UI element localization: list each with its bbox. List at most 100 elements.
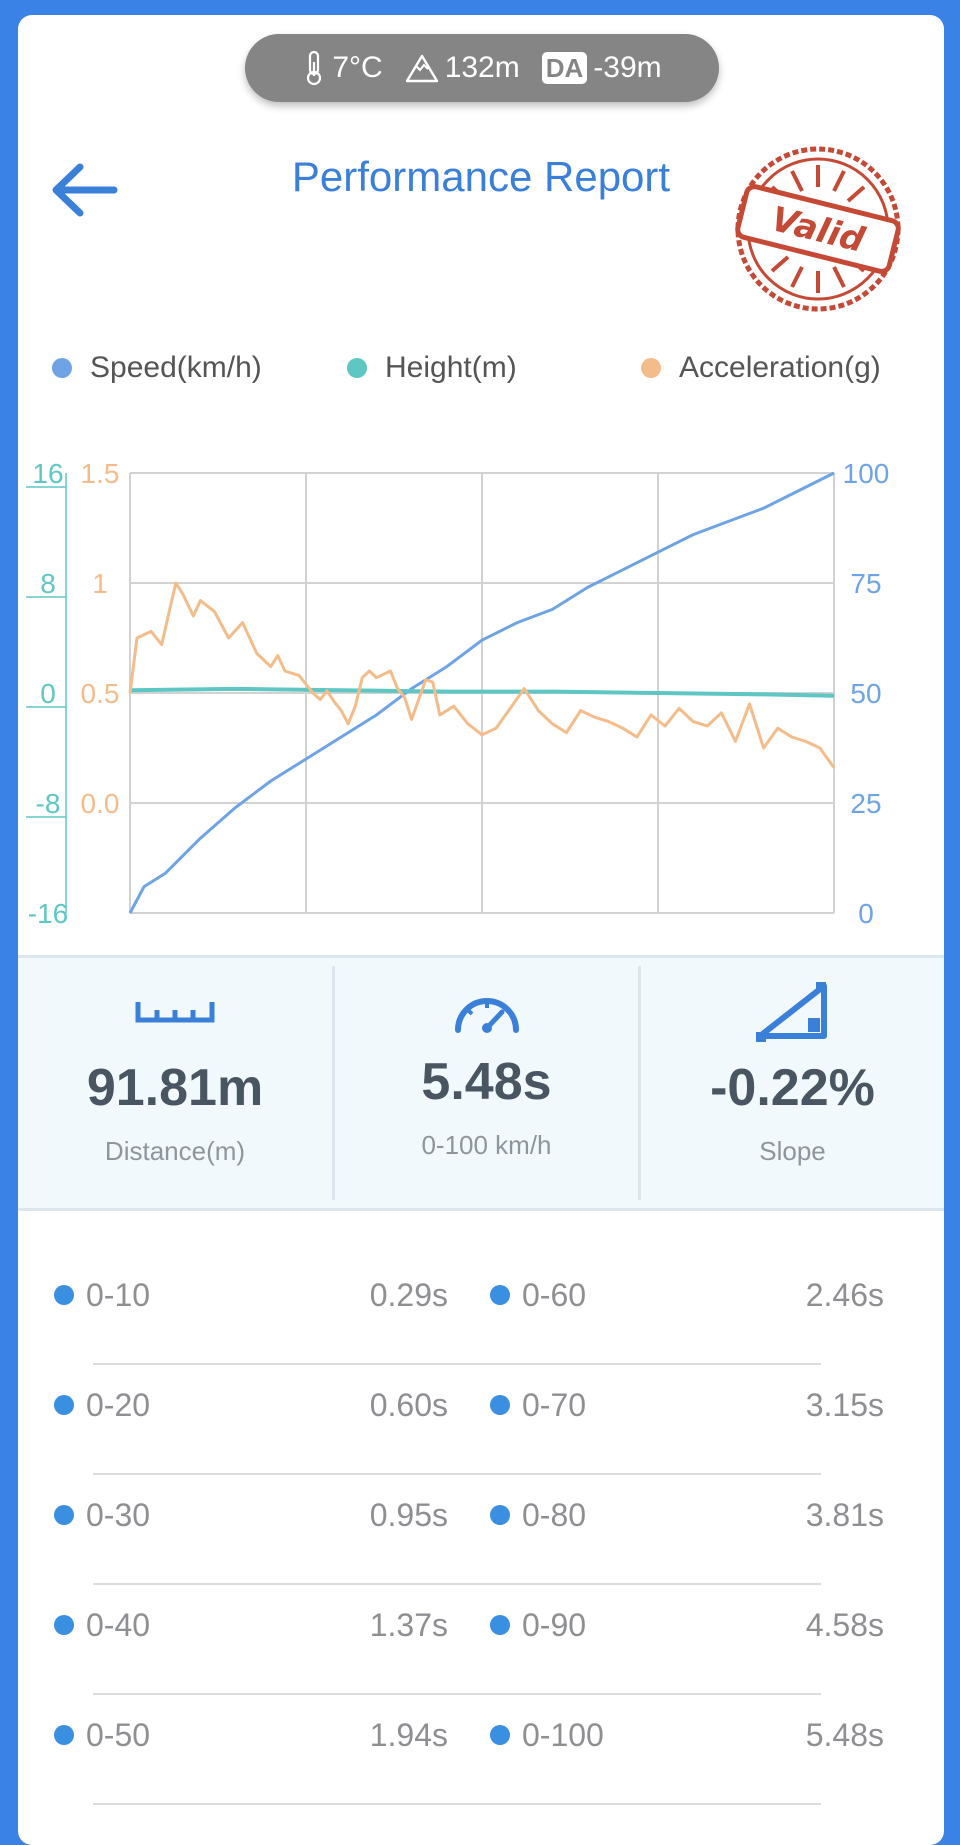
split-range-label: 0-30 [86, 1496, 151, 1533]
mountain-icon [405, 54, 438, 83]
stat-divider [332, 966, 335, 1200]
split-time: 0.95s [369, 1497, 448, 1533]
split-range: 0-20 [54, 1375, 150, 1435]
acceleration-tick-label: 0.5 [81, 678, 120, 709]
split-time: 3.15s [805, 1387, 884, 1423]
legend-acceleration[interactable]: Acceleration(g) [641, 351, 881, 385]
split-range-label: 0-90 [522, 1606, 587, 1643]
split-range: 0-60 [490, 1265, 586, 1325]
split-dot [54, 1725, 74, 1745]
acceleration-series-line [128, 581, 836, 769]
thermometer-icon [307, 50, 322, 86]
split-dot [490, 1395, 510, 1415]
split-dot [54, 1505, 74, 1525]
split-range: 0-100 [490, 1705, 604, 1765]
legend-height[interactable]: Height(m) [347, 351, 517, 385]
split-dot [54, 1395, 74, 1415]
split-time: 5.48s [805, 1717, 884, 1753]
acceleration-time-label: 0-100 km/h [421, 1130, 552, 1160]
report-card: 7°C 132m DA -39m Performance Report V [18, 15, 944, 1845]
acceleration-tick-label: 1 [92, 568, 108, 599]
table-row: 0-30 0.95s 0-80 3.81s [18, 1485, 944, 1595]
row-divider [93, 1693, 821, 1695]
speed-tick-label: 0 [858, 898, 874, 925]
row-divider [93, 1583, 821, 1585]
height-tick-label: -8 [36, 788, 61, 819]
split-time: 1.37s [369, 1607, 448, 1643]
legend-dot [347, 358, 367, 378]
slope-icon [755, 982, 827, 1042]
split-range: 0-10 [54, 1265, 150, 1325]
legend-dot [52, 358, 72, 378]
split-time: 0.60s [369, 1387, 448, 1423]
distance-value: 91.81m [86, 1059, 264, 1117]
altitude-readout: 132m [405, 51, 520, 85]
density-altitude-value: -39m [593, 51, 662, 84]
table-row: 0-10 0.29s 0-60 2.46s [18, 1265, 944, 1375]
stat-divider [638, 966, 641, 1200]
split-time: 3.81s [805, 1497, 884, 1533]
split-range-label: 0-70 [522, 1386, 587, 1423]
ruler-icon [135, 1002, 215, 1023]
slope-value: -0.22% [710, 1059, 875, 1117]
split-dot [490, 1725, 510, 1745]
split-dot [54, 1615, 74, 1635]
distance-label: Distance(m) [104, 1136, 246, 1166]
speed-tick-label: 25 [850, 788, 881, 819]
altitude-value: 132m [444, 51, 520, 84]
speedometer-icon [454, 998, 519, 1033]
height-tick-label: 0 [40, 678, 56, 709]
acceleration-tick-label: 0.0 [81, 788, 120, 819]
split-dot [490, 1285, 510, 1305]
height-tick-label: 16 [32, 458, 63, 489]
temperature-readout: 7°C [302, 50, 383, 86]
split-range-label: 0-50 [86, 1716, 151, 1753]
density-altitude-readout: DA -39m [541, 51, 662, 85]
legend-label: Acceleration(g) [679, 351, 881, 384]
split-range: 0-30 [54, 1485, 150, 1545]
row-divider [93, 1363, 821, 1365]
speed-tick-label: 50 [850, 678, 881, 709]
split-time: 1.94s [369, 1717, 448, 1753]
da-badge: DA [541, 52, 588, 84]
temperature-value: 7°C [332, 51, 383, 84]
acceleration-tick-label: 1.5 [81, 458, 120, 489]
speed-tick-label: 75 [850, 568, 881, 599]
page-title: Performance Report [291, 153, 671, 200]
distance-stat: 91.81m Distance(m) [18, 958, 332, 1208]
speed-series-line [128, 471, 835, 914]
legend-label: Speed(km/h) [90, 351, 262, 384]
table-row: 0-50 1.94s 0-100 5.48s [18, 1705, 944, 1815]
split-range: 0-40 [54, 1595, 150, 1655]
row-divider [93, 1473, 821, 1475]
performance-chart: 16 8 0 -8 -16 1.5 1 0.5 0.0 100 75 50 25 0 [26, 458, 890, 925]
table-row: 0-20 0.60s 0-70 3.15s [18, 1375, 944, 1485]
summary-stats: 91.81m Distance(m) 5.48s 0-100 km/h - [18, 955, 944, 1211]
legend-speed[interactable]: Speed(km/h) [52, 351, 262, 385]
split-range-label: 0-10 [86, 1276, 151, 1313]
split-dot [490, 1615, 510, 1635]
height-tick-label: -16 [28, 898, 68, 925]
split-range-label: 0-60 [522, 1276, 587, 1313]
legend-label: Height(m) [385, 351, 517, 384]
acceleration-time-value: 5.48s [421, 1053, 552, 1111]
split-dot [490, 1505, 510, 1525]
split-range-label: 0-100 [522, 1716, 604, 1753]
split-range: 0-50 [54, 1705, 150, 1765]
split-dot [54, 1285, 74, 1305]
chart-legend: Speed(km/h) Height(m) Acceleration(g) [18, 351, 944, 411]
split-time: 4.58s [805, 1607, 884, 1643]
split-range: 0-90 [490, 1595, 586, 1655]
height-tick-label: 8 [40, 568, 56, 599]
height-series-line [129, 686, 835, 698]
split-time: 0.29s [369, 1277, 448, 1313]
back-arrow-icon[interactable] [44, 155, 122, 225]
table-row: 0-40 1.37s 0-90 4.58s [18, 1595, 944, 1705]
split-range-label: 0-20 [86, 1386, 151, 1423]
slope-stat: -0.22% Slope [641, 958, 944, 1208]
legend-dot [641, 358, 661, 378]
row-divider [93, 1803, 821, 1805]
conditions-pill: 7°C 132m DA -39m [245, 34, 719, 102]
split-range-label: 0-40 [86, 1606, 151, 1643]
speed-tick-label: 100 [843, 458, 890, 489]
